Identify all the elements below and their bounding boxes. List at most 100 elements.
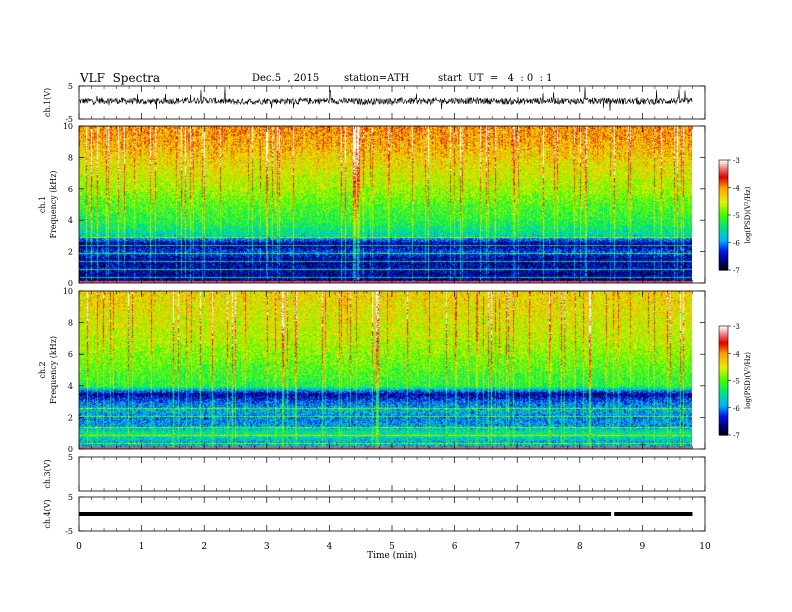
ch1-colorbar-tick-label: -6: [733, 240, 740, 248]
ch2-colorbar-swatch: [719, 411, 728, 414]
ch1-spectrogram-ytick-label: 2: [68, 248, 73, 257]
ch2-colorbar-swatch: [719, 404, 728, 407]
ch2-colorbar-tick-label: -4: [733, 350, 740, 358]
x-tick-label: 2: [201, 542, 207, 552]
ch1-colorbar-swatch: [719, 218, 728, 222]
ch2-spectrogram-ytick-label: 6: [68, 350, 73, 359]
ch2-colorbar-swatch: [719, 380, 728, 383]
ch2-colorbar-swatch: [719, 378, 728, 382]
ch2-colorbar-swatch: [719, 327, 728, 331]
ch1-waveform-ytick-label: -5: [65, 115, 73, 124]
ch1-colorbar-swatch: [719, 246, 728, 249]
ch2-spectrogram-ylabel: ch.2: [38, 361, 47, 378]
ch1-colorbar-swatch: [719, 235, 728, 238]
ch1-colorbar-swatch: [719, 180, 728, 183]
ch1-colorbar-tick-label: -4: [733, 185, 740, 193]
ch4-waveform-ytick-label: -5: [65, 527, 73, 536]
ch1-spectrogram-ytick-label: 6: [68, 185, 73, 194]
ch1-colorbar-swatch: [719, 172, 728, 176]
ch1-colorbar-swatch: [719, 229, 728, 233]
x-tick-label: 3: [264, 542, 270, 552]
ch1-colorbar-tick-label: -3: [733, 157, 740, 165]
date-label: Dec.5 , 2015: [252, 73, 320, 84]
ch1-colorbar-tick-label: -7: [733, 267, 740, 275]
ch1-colorbar-swatch: [719, 211, 728, 214]
ch4-waveform-ylabel: ch.4(V): [43, 499, 52, 528]
ch2-colorbar-swatch: [719, 331, 728, 334]
ch2-colorbar-swatch: [719, 336, 728, 340]
ch2-spectrogram-ytick-label: 0: [68, 445, 73, 454]
ch1-colorbar-swatch: [719, 220, 728, 223]
ch2-colorbar-swatch: [719, 329, 728, 333]
ch1-colorbar-swatch: [719, 264, 728, 267]
ch2-colorbar-swatch: [719, 376, 728, 380]
ch2-colorbar-label: log(PSD)(V²/Hz): [744, 352, 752, 409]
ch2-colorbar-swatch: [719, 375, 728, 378]
ch2-colorbar-swatch: [719, 396, 728, 400]
ch2-colorbar-swatch: [719, 340, 728, 343]
ch1-colorbar-swatch: [719, 191, 728, 194]
ch1-spectrogram-ytick-label: 8: [68, 153, 73, 162]
ch2-colorbar-swatch: [719, 355, 728, 358]
ch1-colorbar-swatch: [719, 260, 728, 264]
ch1-colorbar-swatch: [719, 209, 728, 212]
ch1-colorbar-swatch: [719, 237, 728, 240]
ch1-colorbar-swatch: [719, 176, 728, 179]
ch1-colorbar-swatch: [719, 200, 728, 203]
ch4-waveform-ytick-label: 5: [68, 493, 73, 502]
ch1-waveform-ytick-label: 5: [68, 82, 73, 91]
ch1-colorbar-swatch: [719, 165, 728, 168]
ch2-colorbar-swatch: [719, 373, 728, 376]
ch1-colorbar-swatch: [719, 215, 728, 218]
x-tick-label: 8: [577, 542, 583, 552]
ch1-colorbar-swatch: [719, 198, 728, 201]
ch1-colorbar-swatch: [719, 213, 728, 216]
ch1-colorbar-swatch: [719, 231, 728, 234]
ch2-colorbar-swatch: [719, 365, 728, 369]
ch1-colorbar-swatch: [719, 167, 728, 170]
ch2-spectrogram-ytick-label: 8: [68, 319, 73, 328]
ch1-colorbar-swatch: [719, 207, 728, 211]
ch1-colorbar-swatch: [719, 163, 728, 167]
ch3-waveform-ytick-label: 5: [68, 453, 73, 462]
ch2-colorbar-swatch: [719, 409, 728, 412]
ch3-waveform-ylabel: ch.3(V): [43, 459, 52, 488]
ch2-colorbar-swatch: [719, 416, 728, 420]
ch1-colorbar-swatch: [719, 240, 728, 244]
ch1-colorbar-swatch: [719, 226, 728, 229]
ch1-waveform-trace: [78, 86, 693, 111]
ch2-colorbar-swatch: [719, 407, 728, 411]
x-tick-label: 6: [452, 542, 458, 552]
ch2-colorbar-swatch: [719, 367, 728, 371]
ch2-spectrogram-image: [79, 291, 692, 449]
ch1-colorbar-swatch: [719, 259, 728, 262]
ch1-colorbar-swatch: [719, 244, 728, 247]
ch2-colorbar-swatch: [719, 356, 728, 360]
ch1-colorbar-swatch: [719, 204, 728, 207]
ch2-colorbar-swatch: [719, 362, 728, 365]
ch1-colorbar-swatch: [719, 227, 728, 231]
ch1-colorbar-swatch: [719, 189, 728, 192]
ch2-colorbar-tick-label: -5: [733, 378, 740, 386]
ch1-colorbar-swatch: [719, 251, 728, 255]
ch1-colorbar-swatch: [719, 171, 728, 174]
ch2-colorbar-swatch: [719, 398, 728, 402]
ch2-colorbar-swatch: [719, 420, 728, 423]
ch2-colorbar-swatch: [719, 422, 728, 425]
start-time-label: start UT = 4 : 0 : 1: [438, 73, 553, 84]
x-tick-label: 5: [389, 542, 395, 552]
ch2-colorbar-swatch: [719, 424, 728, 427]
ch2-colorbar-tick-label: -3: [733, 323, 740, 331]
ch2-colorbar-swatch: [719, 389, 728, 392]
ch2-colorbar-tick-label: -6: [733, 405, 740, 413]
ch1-colorbar-swatch: [719, 222, 728, 225]
x-tick-label: 1: [139, 542, 145, 552]
ch1-colorbar-swatch: [719, 224, 728, 227]
ch2-colorbar-swatch: [719, 427, 728, 431]
ch1-colorbar-swatch: [719, 193, 728, 196]
ch2-colorbar-swatch: [719, 395, 728, 398]
ch1-colorbar-label: log(PSD)(V²/Hz): [744, 186, 752, 243]
x-axis-label: Time (min): [367, 550, 417, 561]
ch2-colorbar-swatch: [719, 431, 728, 434]
